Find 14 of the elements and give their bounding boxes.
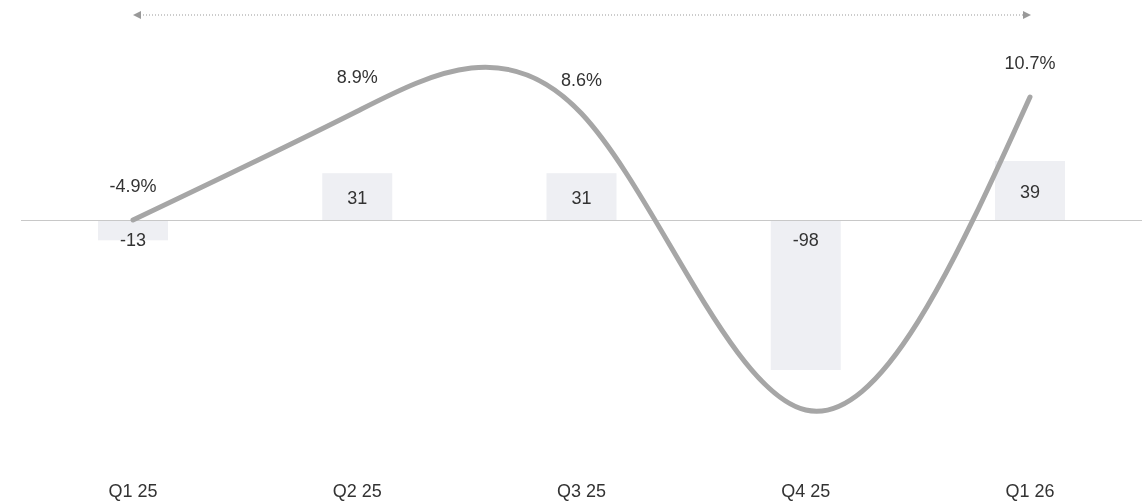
x-tick-label: Q2 25 [332,481,382,501]
data-label: -13 [119,230,147,251]
x-tick-label: Q4 25 [781,481,831,501]
data-label: 10.7% [1004,53,1056,73]
data-label: -98 [792,230,819,251]
x-tick-label: Q1 25 [108,481,158,501]
data-label: -4.9% [109,175,157,196]
x-tick-label: Q3 25 [556,481,607,501]
x-tick-label: Q1 26 [1005,481,1055,501]
data-label: 31 [571,187,592,208]
data-label: 8.9% [336,67,378,88]
data-label: 31 [347,187,368,208]
data-label: 8.6% [560,69,603,90]
data-label: 39 [1019,181,1041,202]
